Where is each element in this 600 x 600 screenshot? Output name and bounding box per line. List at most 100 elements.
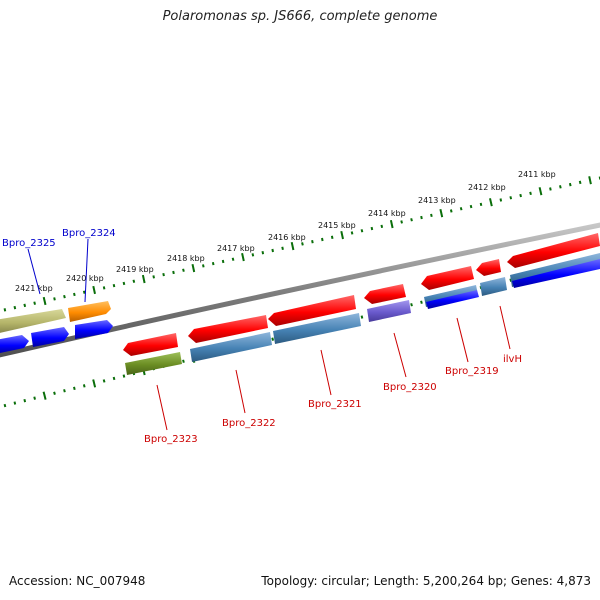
major-tick <box>191 263 196 273</box>
minor-tick <box>23 398 27 403</box>
gene-label-ilvh[interactable]: ilvH <box>503 354 522 365</box>
gene-label-bpro-2324[interactable]: Bpro_2324 <box>62 228 116 239</box>
minor-tick <box>380 224 384 229</box>
minor-tick <box>549 187 552 191</box>
kbp-label: 2416 kbp <box>268 233 306 242</box>
leader-bpro-2325 <box>27 248 41 295</box>
minor-tick <box>420 300 423 304</box>
minor-tick <box>321 237 324 242</box>
minor-tick <box>221 259 225 264</box>
minor-tick <box>410 218 413 222</box>
kbp-label: 2417 kbp <box>217 244 255 253</box>
minor-tick <box>3 403 7 408</box>
leader-bpro-2320 <box>393 332 407 378</box>
minor-tick <box>172 270 175 275</box>
minor-tick <box>301 242 304 246</box>
label-leaders <box>27 238 511 431</box>
minor-tick <box>53 391 56 395</box>
minor-tick <box>261 251 265 255</box>
minor-tick <box>330 235 334 239</box>
kbp-label: 2420 kbp <box>66 274 104 283</box>
gene-blue-2[interactable] <box>75 320 113 339</box>
gene-red-bpro-2322[interactable] <box>188 315 268 343</box>
kbp-label: 2412 kbp <box>468 183 506 192</box>
major-tick <box>241 252 245 262</box>
gene-slate-bpro-2320[interactable] <box>367 300 411 322</box>
minor-tick <box>112 376 116 381</box>
minor-tick <box>529 191 532 196</box>
gene-blue-bpro-2325[interactable] <box>31 327 69 347</box>
gene-red-bpro-2319[interactable] <box>421 266 474 290</box>
leader-bpro-2321 <box>320 349 332 396</box>
gene-steel-ilvh[interactable] <box>480 277 507 296</box>
minor-tick <box>23 303 27 308</box>
leader-bpro-2319 <box>456 317 469 363</box>
minor-tick <box>350 231 354 235</box>
gene-label-bpro-2319[interactable]: Bpro_2319 <box>445 366 499 377</box>
major-tick <box>439 208 444 218</box>
gene-red-bpro-2320[interactable] <box>364 284 406 304</box>
outer-scale-ring <box>3 176 600 312</box>
minor-tick <box>578 180 582 185</box>
minor-tick <box>479 202 483 207</box>
gene-blue-bpro-2319[interactable] <box>426 290 479 309</box>
gene-red-ilvh[interactable] <box>476 259 501 276</box>
minor-tick <box>33 396 36 400</box>
gene-label-bpro-2321[interactable]: Bpro_2321 <box>308 399 362 410</box>
minor-tick <box>519 193 522 198</box>
minor-tick <box>112 283 116 288</box>
gene-red-bpro-2321[interactable] <box>268 295 356 326</box>
gene-khaki[interactable] <box>0 309 66 334</box>
gene-steel-bpro-2322[interactable] <box>190 332 272 362</box>
gene-label-bpro-2320[interactable]: Bpro_2320 <box>383 382 437 393</box>
minor-tick <box>152 275 155 279</box>
major-tick <box>389 219 394 229</box>
major-tick <box>538 187 543 196</box>
gene-label-bpro-2322[interactable]: Bpro_2322 <box>222 418 276 429</box>
minor-tick <box>182 268 185 272</box>
minor-tick <box>311 240 314 244</box>
minor-tick <box>509 278 513 282</box>
gene-red-bpro-2323[interactable] <box>123 333 178 356</box>
minor-tick <box>499 198 503 202</box>
kbp-label: 2413 kbp <box>418 196 456 205</box>
major-tick <box>340 230 344 240</box>
minor-tick <box>211 261 215 266</box>
minor-tick <box>202 264 205 268</box>
map-title: Polaromonas sp. JS666, complete genome <box>162 9 438 24</box>
major-tick <box>489 198 493 207</box>
minor-tick <box>63 294 66 299</box>
gene-label-bpro-2323[interactable]: Bpro_2323 <box>144 434 198 445</box>
gene-label-bpro-2325[interactable]: Bpro_2325 <box>2 238 56 249</box>
minor-tick <box>63 389 66 393</box>
gene-olive-bpro-2323[interactable] <box>125 352 182 375</box>
minor-tick <box>182 359 185 363</box>
gene-blue-left[interactable] <box>0 335 29 354</box>
leader-bpro-2324 <box>84 238 89 303</box>
minor-tick <box>559 185 562 189</box>
minor-tick <box>430 213 433 218</box>
minor-tick <box>400 220 403 224</box>
gene-steel-bpro-2321[interactable] <box>273 313 361 344</box>
minor-tick <box>122 281 126 286</box>
minor-tick <box>360 315 364 319</box>
major-tick <box>141 274 146 284</box>
minor-tick <box>410 303 413 307</box>
gene-blue-right[interactable] <box>512 259 600 288</box>
leader-bpro-2323 <box>156 384 168 431</box>
gene-orange-bpro-2324[interactable] <box>68 301 111 322</box>
minor-tick <box>3 308 7 312</box>
minor-tick <box>469 204 473 209</box>
minor-tick <box>449 209 453 213</box>
minor-tick <box>73 292 76 297</box>
minor-tick <box>82 384 86 388</box>
minor-tick <box>420 215 423 220</box>
minor-tick <box>13 305 17 310</box>
gene-red-right[interactable] <box>507 233 600 268</box>
major-tick <box>42 296 47 306</box>
minor-tick <box>568 182 572 187</box>
minor-tick <box>102 286 106 290</box>
minor-tick <box>271 248 274 253</box>
scale-labels: 2421 kbp 2420 kbp 2419 kbp 2418 kbp 2417… <box>15 170 556 293</box>
